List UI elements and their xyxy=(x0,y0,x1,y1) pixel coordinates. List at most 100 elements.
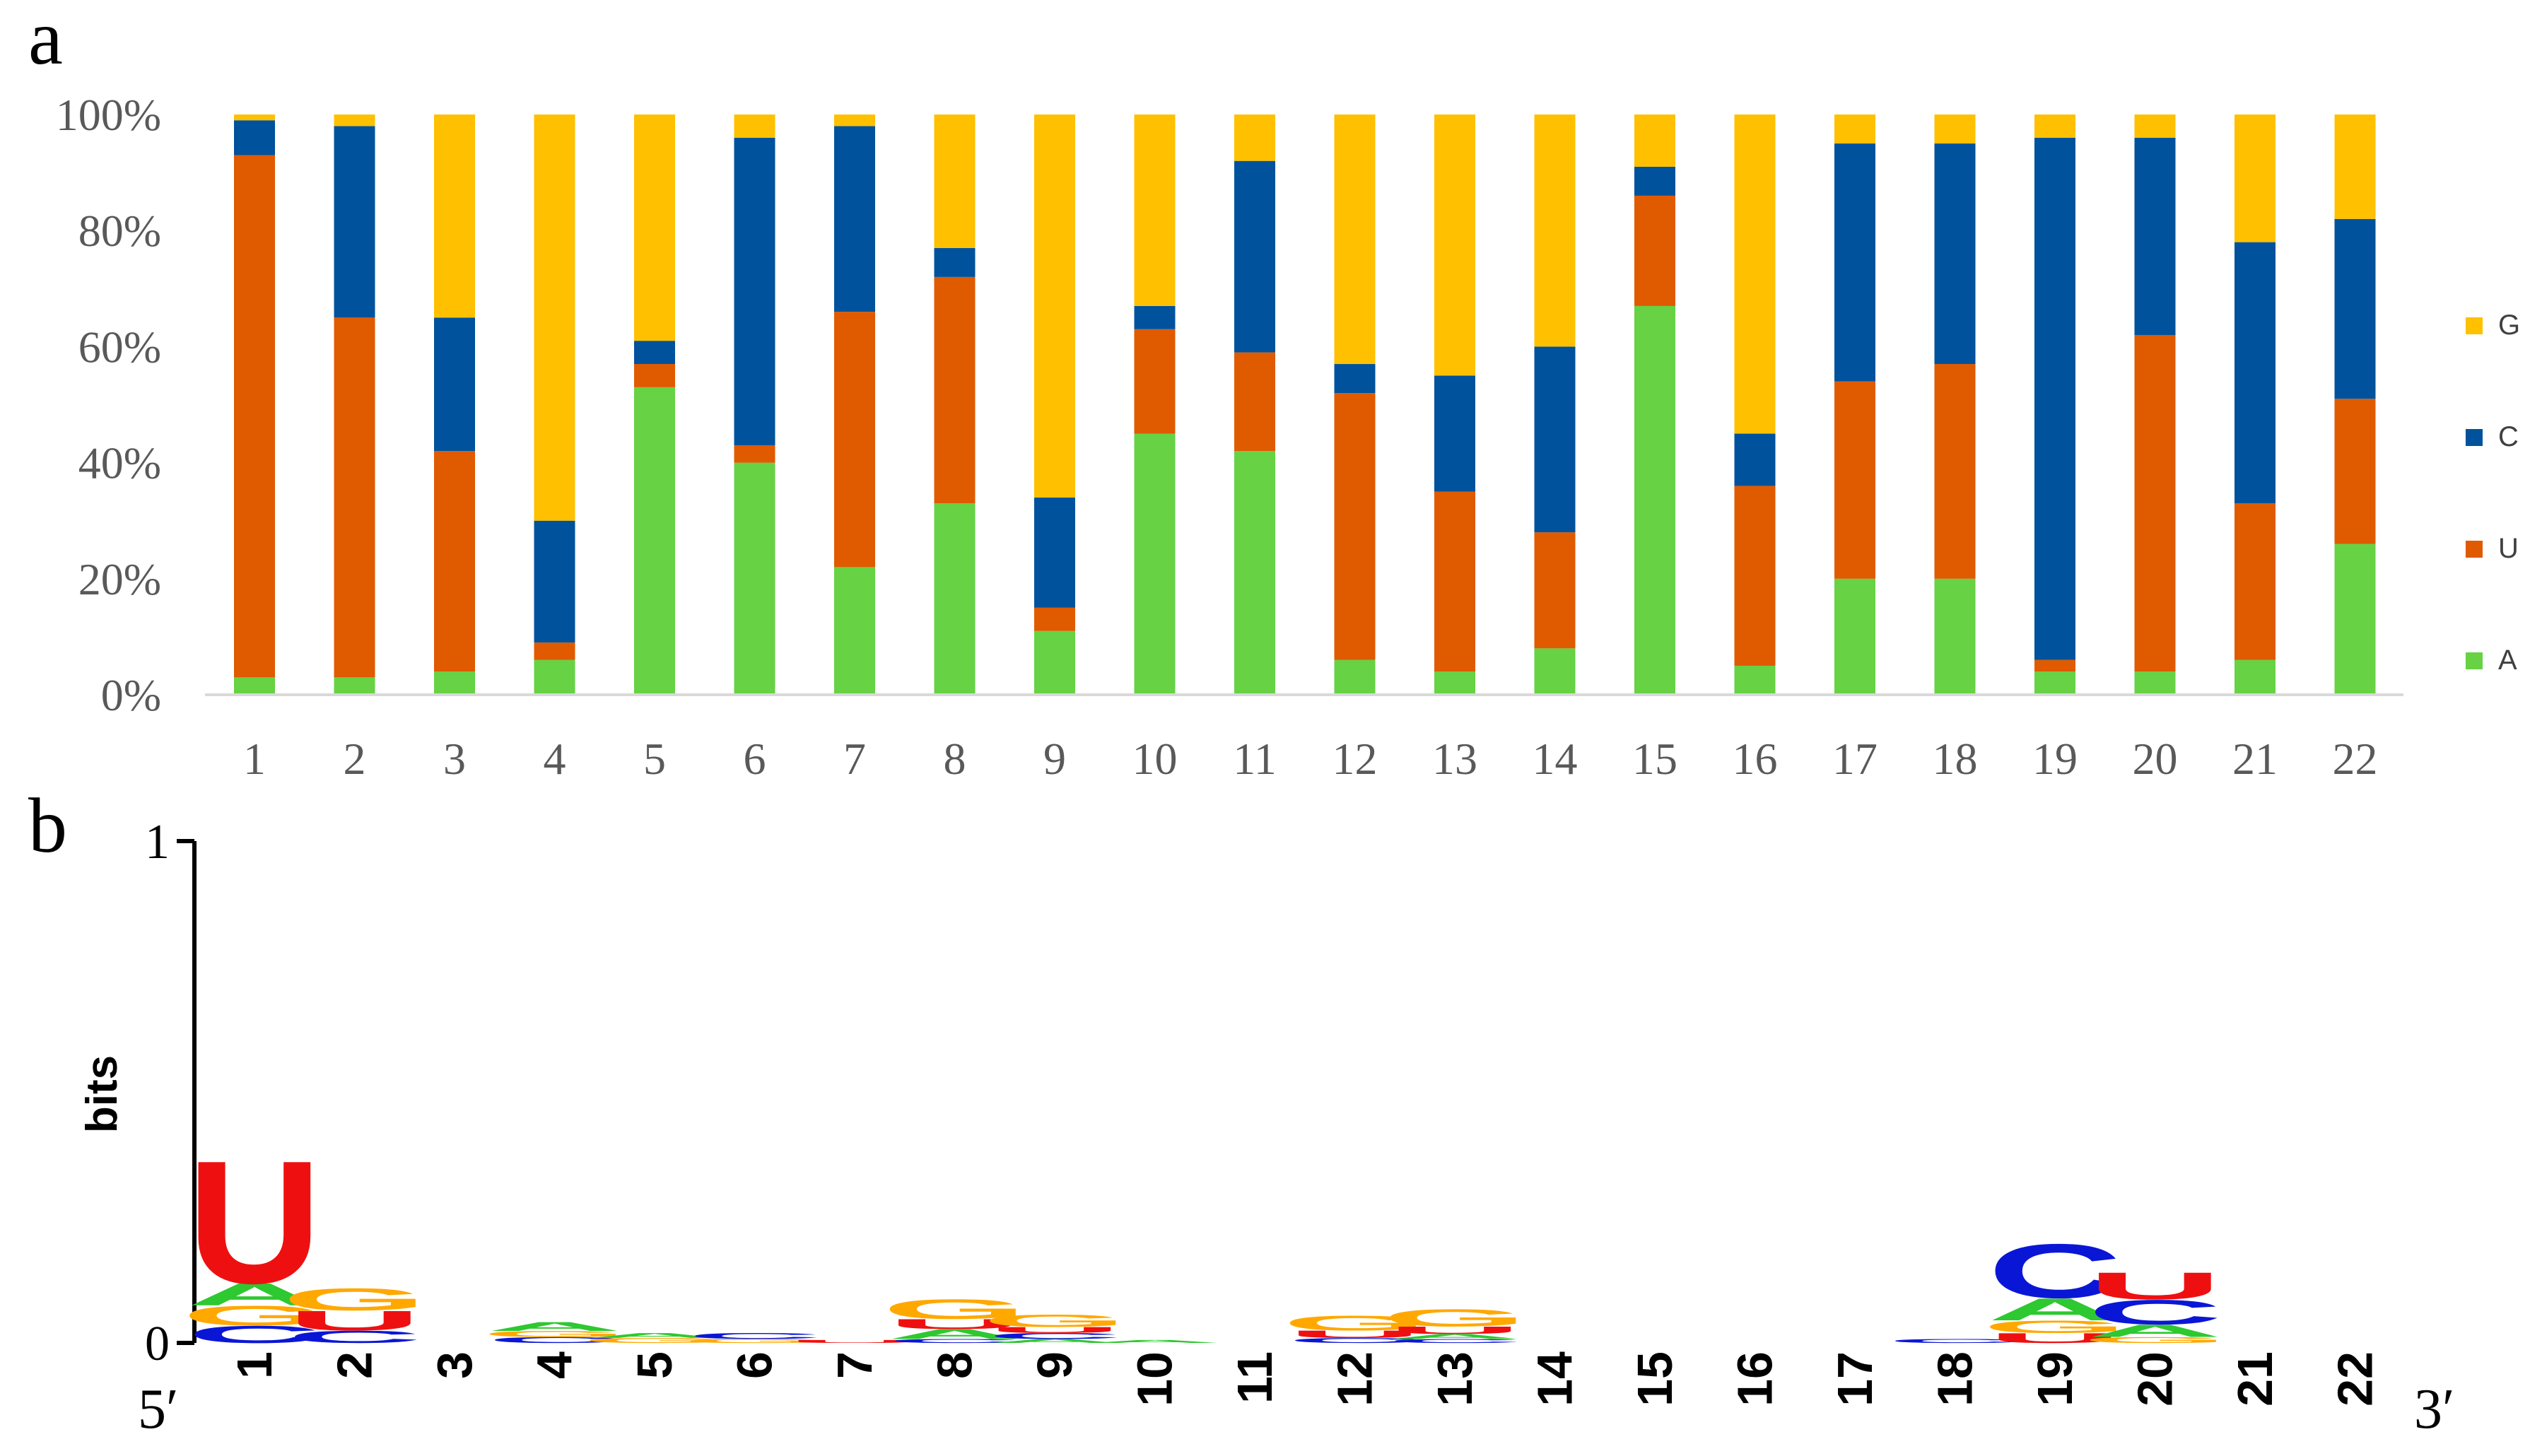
logo-letter-G-pos-9: G xyxy=(982,1311,1127,1331)
bar-segment-A-pos-19 xyxy=(2034,671,2075,695)
logo-position-labels: 1 2 3 4 5 6 7 8 9 10 11 12 13 14 15 16 17 18 19 20 21 22 xyxy=(227,1351,2383,1407)
logo-letter-A-pos-13: A xyxy=(1388,1332,1523,1340)
x-tick-label: 6 xyxy=(744,734,766,784)
bar-segment-U-pos-20 xyxy=(2134,334,2176,672)
logo-letter-A-pos-10: A xyxy=(1087,1339,1222,1344)
bar-segment-A-pos-4 xyxy=(534,659,575,695)
logo-letter-A-pos-5: A xyxy=(587,1332,722,1339)
logo-letter-A-pos-8: A xyxy=(887,1326,1022,1341)
logo-position-label: 12 xyxy=(1328,1351,1383,1407)
bar-segment-U-pos-8 xyxy=(934,276,976,504)
bar-segment-A-pos-9 xyxy=(1034,630,1075,695)
bar-segment-A-pos-16 xyxy=(1734,665,1776,695)
bar-segment-C-pos-16 xyxy=(1734,433,1776,486)
x-tick-label: 14 xyxy=(1533,734,1578,784)
x-tick-label: 5 xyxy=(643,734,666,784)
stacked-bars xyxy=(234,115,2376,695)
x-tick-label: 18 xyxy=(1933,734,1978,784)
logo-y-tick-labels: 01 xyxy=(145,815,170,1371)
logo-position-label: 9 xyxy=(1027,1351,1082,1379)
bar-segment-C-pos-14 xyxy=(1534,346,1576,533)
logo-position-label: 2 xyxy=(327,1351,382,1379)
bar-segment-A-pos-12 xyxy=(1334,659,1376,695)
logo-position-label: 20 xyxy=(2128,1351,2183,1407)
logo-letter-G-pos-8: G xyxy=(882,1293,1027,1325)
x-tick-label: 19 xyxy=(2032,734,2078,784)
bar-segment-U-pos-10 xyxy=(1134,329,1176,434)
logo-letter-G-pos-5: G xyxy=(582,1337,727,1344)
bar-segment-A-pos-17 xyxy=(1834,578,1875,695)
y-tick-label: 80% xyxy=(78,206,161,256)
x-tick-label: 7 xyxy=(843,734,866,784)
bar-segment-U-pos-6 xyxy=(734,445,775,463)
logo-letter-U-pos-19: U xyxy=(1988,1330,2123,1346)
x-tick-label: 4 xyxy=(544,734,566,784)
bar-segment-A-pos-15 xyxy=(1634,305,1675,695)
panel-b-label: b xyxy=(28,782,67,869)
bar-segment-A-pos-20 xyxy=(2134,671,2176,695)
legend: G C U A xyxy=(2466,310,2520,676)
logo-letter-C-pos-18: C xyxy=(1887,1338,2022,1344)
panel-a-stacked-bar-chart: a 0%20%40%60%80%100% 1 2 3 4 5 6 7 8 9 10 11 12 13 14… xyxy=(28,0,2520,784)
logo-letter-U-pos-20: U xyxy=(2087,1264,2222,1308)
bar-segment-G-pos-3 xyxy=(434,115,475,318)
x-tick-label: 8 xyxy=(944,734,966,784)
y-tick-label: 100% xyxy=(56,90,161,140)
bar-segment-C-pos-10 xyxy=(1134,305,1176,329)
bar-segment-G-pos-4 xyxy=(534,115,575,521)
bar-segment-U-pos-5 xyxy=(634,364,675,387)
bar-segment-U-pos-18 xyxy=(1934,364,1976,579)
logo-letter-C-pos-20: C xyxy=(2087,1293,2222,1332)
bar-segment-U-pos-11 xyxy=(1234,352,1275,452)
x-tick-label: 15 xyxy=(1632,734,1677,784)
legend-swatch-G xyxy=(2466,317,2483,334)
bar-segment-A-pos-18 xyxy=(1934,578,1976,695)
x-tick-labels: 1 2 3 4 5 6 7 8 9 10 11 12 13 14 15 16 17 18 19 20 21 22 xyxy=(243,734,2378,784)
logo-y-tick-label: 1 xyxy=(145,815,170,869)
bar-segment-G-pos-11 xyxy=(1234,115,1275,161)
logo-letter-A-pos-9: A xyxy=(988,1338,1123,1344)
bar-segment-A-pos-6 xyxy=(734,462,775,695)
legend-label-C: C xyxy=(2498,421,2519,452)
x-tick-label: 3 xyxy=(443,734,466,784)
bar-segment-U-pos-13 xyxy=(1434,491,1475,672)
bar-segment-C-pos-1 xyxy=(234,120,275,155)
bar-segment-A-pos-13 xyxy=(1434,671,1475,695)
bar-segment-G-pos-14 xyxy=(1534,115,1576,347)
logo-letter-G-pos-19: G xyxy=(1982,1317,2127,1337)
logo-position-label: 22 xyxy=(2328,1351,2383,1407)
bar-segment-C-pos-18 xyxy=(1934,143,1976,365)
logo-position-label: 19 xyxy=(2027,1351,2083,1407)
bar-segment-U-pos-3 xyxy=(434,451,475,672)
bar-segment-G-pos-21 xyxy=(2234,115,2276,242)
bar-segment-C-pos-11 xyxy=(1234,160,1275,353)
x-tick-label: 17 xyxy=(1832,734,1878,784)
x-tick-label: 10 xyxy=(1132,734,1178,784)
bar-segment-U-pos-22 xyxy=(2334,399,2376,544)
logo-position-label: 16 xyxy=(1728,1351,1783,1407)
bar-segment-C-pos-21 xyxy=(2234,242,2276,504)
bar-segment-G-pos-2 xyxy=(334,115,375,127)
bar-segment-G-pos-10 xyxy=(1134,115,1176,306)
bar-segment-C-pos-20 xyxy=(2134,137,2176,335)
bar-segment-G-pos-13 xyxy=(1434,115,1475,376)
x-tick-label: 2 xyxy=(344,734,366,784)
logo-letter-C-pos-19: C xyxy=(1988,1228,2123,1314)
y-axis-label-bits: bits xyxy=(78,1055,127,1133)
logo-letter-U-pos-1: U xyxy=(187,1125,322,1320)
logo-letter-C-pos-4: C xyxy=(487,1335,622,1344)
bar-segment-A-pos-8 xyxy=(934,503,976,695)
logo-position-label: 1 xyxy=(227,1351,282,1379)
bar-segment-A-pos-22 xyxy=(2334,544,2376,695)
bar-segment-C-pos-9 xyxy=(1034,497,1075,608)
logo-letter-G-pos-2: G xyxy=(282,1282,427,1317)
logo-letter-G-pos-12: G xyxy=(1282,1311,1427,1334)
bar-segment-G-pos-17 xyxy=(1834,115,1875,144)
bar-segment-A-pos-1 xyxy=(234,677,275,695)
bar-segment-A-pos-14 xyxy=(1534,648,1576,695)
bar-segment-A-pos-10 xyxy=(1134,433,1176,695)
logo-position-label: 3 xyxy=(427,1351,482,1379)
logo-position-label: 17 xyxy=(1827,1351,1882,1407)
x-tick-label: 12 xyxy=(1332,734,1378,784)
y-tick-labels: 0% 20% 40% 60% 80% 100% xyxy=(56,90,161,720)
